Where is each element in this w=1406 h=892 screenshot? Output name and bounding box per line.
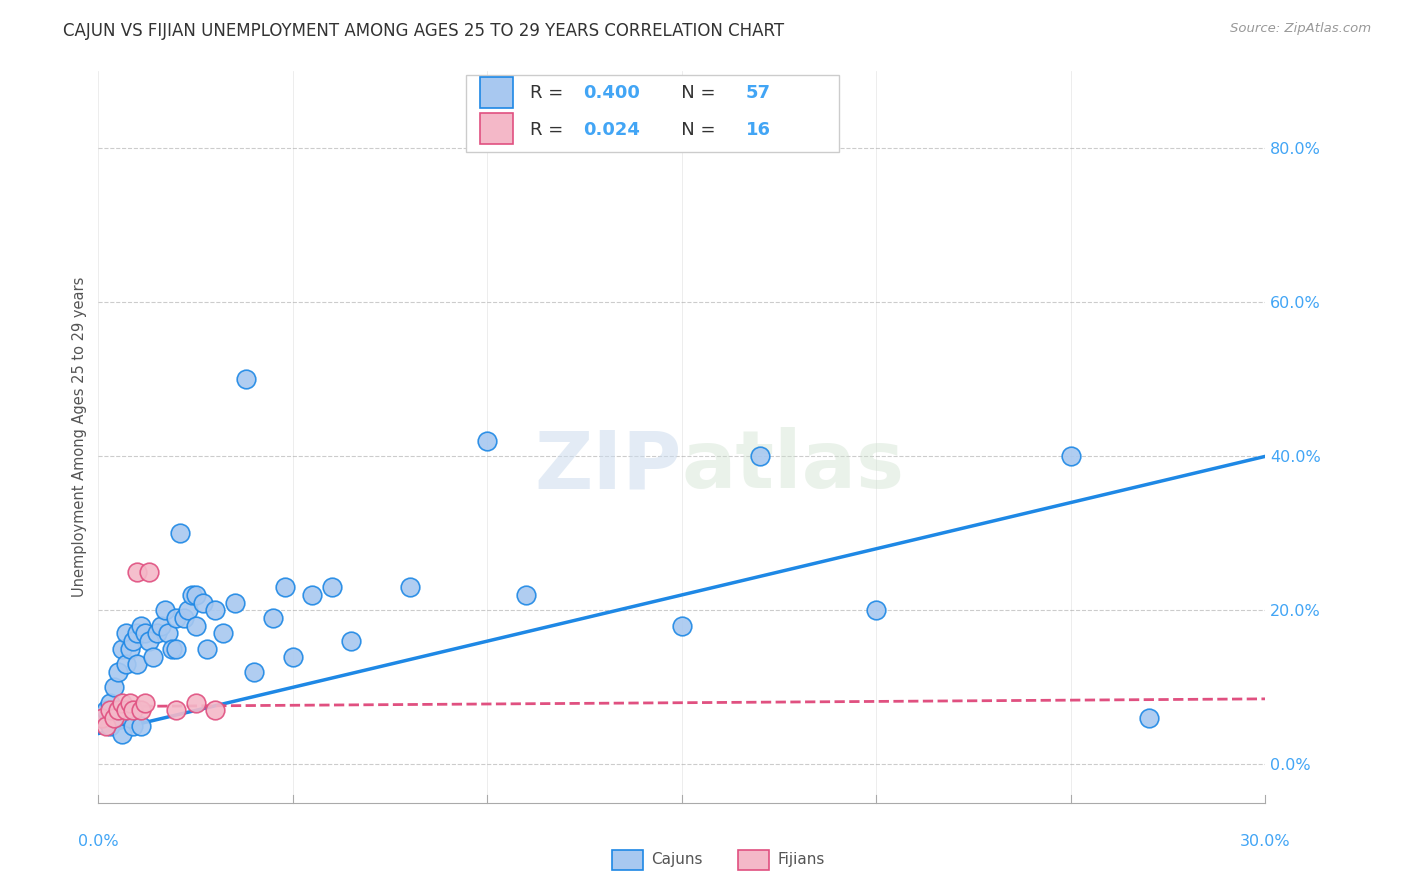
Text: Fijians: Fijians <box>778 853 825 867</box>
Text: 0.024: 0.024 <box>582 121 640 139</box>
Point <box>134 696 156 710</box>
Point <box>98 696 121 710</box>
Point <box>134 626 156 640</box>
Point <box>127 565 149 579</box>
Y-axis label: Unemployment Among Ages 25 to 29 years: Unemployment Among Ages 25 to 29 years <box>72 277 87 598</box>
Point <box>98 703 121 717</box>
Point <box>162 641 184 656</box>
FancyBboxPatch shape <box>479 78 513 108</box>
Point <box>212 626 235 640</box>
Point <box>96 703 118 717</box>
Point <box>96 719 118 733</box>
Point <box>153 603 176 617</box>
Text: CAJUN VS FIJIAN UNEMPLOYMENT AMONG AGES 25 TO 29 YEARS CORRELATION CHART: CAJUN VS FIJIAN UNEMPLOYMENT AMONG AGES … <box>63 22 785 40</box>
Point <box>157 626 180 640</box>
Text: N =: N = <box>665 121 721 139</box>
Point <box>195 641 218 656</box>
Point <box>173 611 195 625</box>
Point <box>165 641 187 656</box>
Point <box>865 603 887 617</box>
Point <box>138 634 160 648</box>
Point <box>111 726 134 740</box>
Text: ZIP: ZIP <box>534 427 682 506</box>
Point <box>204 703 226 717</box>
Point <box>748 450 770 464</box>
Point <box>111 696 134 710</box>
Point <box>91 711 114 725</box>
Text: N =: N = <box>665 85 721 103</box>
Point <box>127 626 149 640</box>
Point <box>224 596 246 610</box>
Text: atlas: atlas <box>682 427 905 506</box>
Point <box>340 634 363 648</box>
Point <box>1060 450 1083 464</box>
Point <box>1137 711 1160 725</box>
Point <box>118 641 141 656</box>
Point <box>103 711 125 725</box>
Point <box>477 434 499 448</box>
Text: Cajuns: Cajuns <box>651 853 703 867</box>
Point <box>98 719 121 733</box>
Point <box>122 719 145 733</box>
FancyBboxPatch shape <box>465 75 839 152</box>
Text: 16: 16 <box>747 121 770 139</box>
Point <box>274 580 297 594</box>
Point <box>122 634 145 648</box>
Point <box>142 649 165 664</box>
Point <box>165 611 187 625</box>
Point <box>184 618 207 632</box>
Point <box>129 703 152 717</box>
Point <box>671 618 693 632</box>
Point <box>118 711 141 725</box>
Point <box>193 596 215 610</box>
Text: 0.400: 0.400 <box>582 85 640 103</box>
Text: 0.0%: 0.0% <box>79 834 118 848</box>
Point <box>103 711 125 725</box>
Text: R =: R = <box>530 121 569 139</box>
Point <box>281 649 304 664</box>
Point <box>180 588 202 602</box>
Point <box>103 681 125 695</box>
Point <box>184 588 207 602</box>
FancyBboxPatch shape <box>479 113 513 145</box>
Point <box>107 703 129 717</box>
Text: R =: R = <box>530 85 569 103</box>
Point <box>169 526 191 541</box>
Point <box>149 618 172 632</box>
Point <box>127 657 149 672</box>
Point <box>111 641 134 656</box>
Point <box>321 580 343 594</box>
Point <box>118 696 141 710</box>
Text: 57: 57 <box>747 85 770 103</box>
Point <box>262 611 284 625</box>
Point <box>146 626 169 640</box>
Point <box>129 719 152 733</box>
Point <box>114 703 136 717</box>
Point <box>107 665 129 679</box>
Point <box>129 618 152 632</box>
Point <box>235 372 257 386</box>
Point <box>301 588 323 602</box>
Text: 30.0%: 30.0% <box>1240 834 1291 848</box>
Point <box>243 665 266 679</box>
Point <box>138 565 160 579</box>
Point <box>114 657 136 672</box>
Point <box>91 711 114 725</box>
Point <box>122 703 145 717</box>
Point <box>204 603 226 617</box>
Point <box>114 626 136 640</box>
Point <box>184 696 207 710</box>
Text: Source: ZipAtlas.com: Source: ZipAtlas.com <box>1230 22 1371 36</box>
Point <box>177 603 200 617</box>
Point <box>165 703 187 717</box>
Point <box>398 580 420 594</box>
Point <box>107 703 129 717</box>
Point <box>515 588 537 602</box>
